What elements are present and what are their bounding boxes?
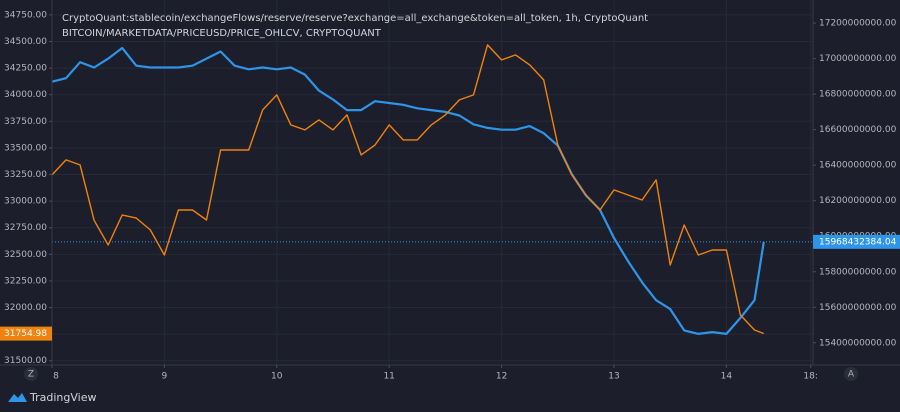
axes: 31500.0031750.0032000.0032250.0032500.00… bbox=[0, 10, 900, 382]
legend-entry: CryptoQuant:stablecoin/exchangeFlows/res… bbox=[62, 13, 648, 24]
y-tick-label: 33250.00 bbox=[4, 170, 47, 180]
scale-button[interactable] bbox=[24, 367, 38, 381]
brand-logo[interactable] bbox=[8, 393, 27, 402]
y-tick-label: 32750.00 bbox=[4, 223, 47, 233]
y-tick-label: 33000.00 bbox=[4, 197, 47, 207]
series-line bbox=[51, 44, 765, 335]
y-tick-label: 34750.00 bbox=[4, 10, 47, 20]
scale-button-label[interactable]: A bbox=[848, 370, 855, 380]
y-tick-label: 32500.00 bbox=[4, 250, 47, 260]
x-tick-label: 18: bbox=[803, 372, 817, 382]
series-line bbox=[51, 46, 765, 335]
legend-entry: BITCOIN/MARKETDATA/PRICEUSD/PRICE_OHLCV,… bbox=[62, 28, 382, 39]
y2-tick-label: 17000000000.00 bbox=[819, 54, 897, 64]
brand[interactable]: TradingView bbox=[29, 391, 96, 404]
last-value-label: 31754.98 bbox=[4, 329, 47, 339]
x-tick-label: 8 bbox=[53, 372, 59, 382]
x-tick-label: 13 bbox=[608, 372, 619, 382]
plot bbox=[51, 44, 813, 335]
scale-button-label[interactable]: Z bbox=[28, 370, 34, 380]
y-tick-label: 31500.00 bbox=[4, 356, 47, 366]
last-value-badge bbox=[0, 326, 52, 341]
y2-tick-label: 16600000000.00 bbox=[819, 125, 897, 135]
y-tick-label: 32250.00 bbox=[4, 276, 47, 286]
y-tick-label: 33750.00 bbox=[4, 117, 47, 127]
y-tick-label: 34250.00 bbox=[4, 64, 47, 74]
x-tick-label: 14 bbox=[721, 372, 733, 382]
x-tick-label: 12 bbox=[496, 372, 507, 382]
x-tick-label: 11 bbox=[383, 372, 394, 382]
scale-button[interactable] bbox=[844, 367, 858, 381]
y2-tick-label: 15800000000.00 bbox=[819, 267, 897, 277]
y2-tick-label: 15600000000.00 bbox=[819, 303, 897, 313]
y2-tick-label: 16400000000.00 bbox=[819, 161, 897, 171]
y-tick-label: 32000.00 bbox=[4, 303, 47, 313]
y-tick-label: 34000.00 bbox=[4, 90, 47, 100]
y2-tick-label: 16800000000.00 bbox=[819, 90, 897, 100]
x-tick-label: 9 bbox=[162, 372, 168, 382]
y2-tick-label: 16200000000.00 bbox=[819, 196, 897, 206]
y2-tick-label: 17200000000.00 bbox=[819, 19, 897, 29]
y-tick-label: 34500.00 bbox=[4, 37, 47, 47]
y2-tick-label: 15400000000.00 bbox=[819, 338, 897, 348]
y-tick-label: 33500.00 bbox=[4, 143, 47, 153]
x-tick-label: 10 bbox=[271, 372, 283, 382]
last-value-badge bbox=[813, 234, 900, 249]
last-value-label: 15968432384.04 bbox=[819, 237, 897, 247]
